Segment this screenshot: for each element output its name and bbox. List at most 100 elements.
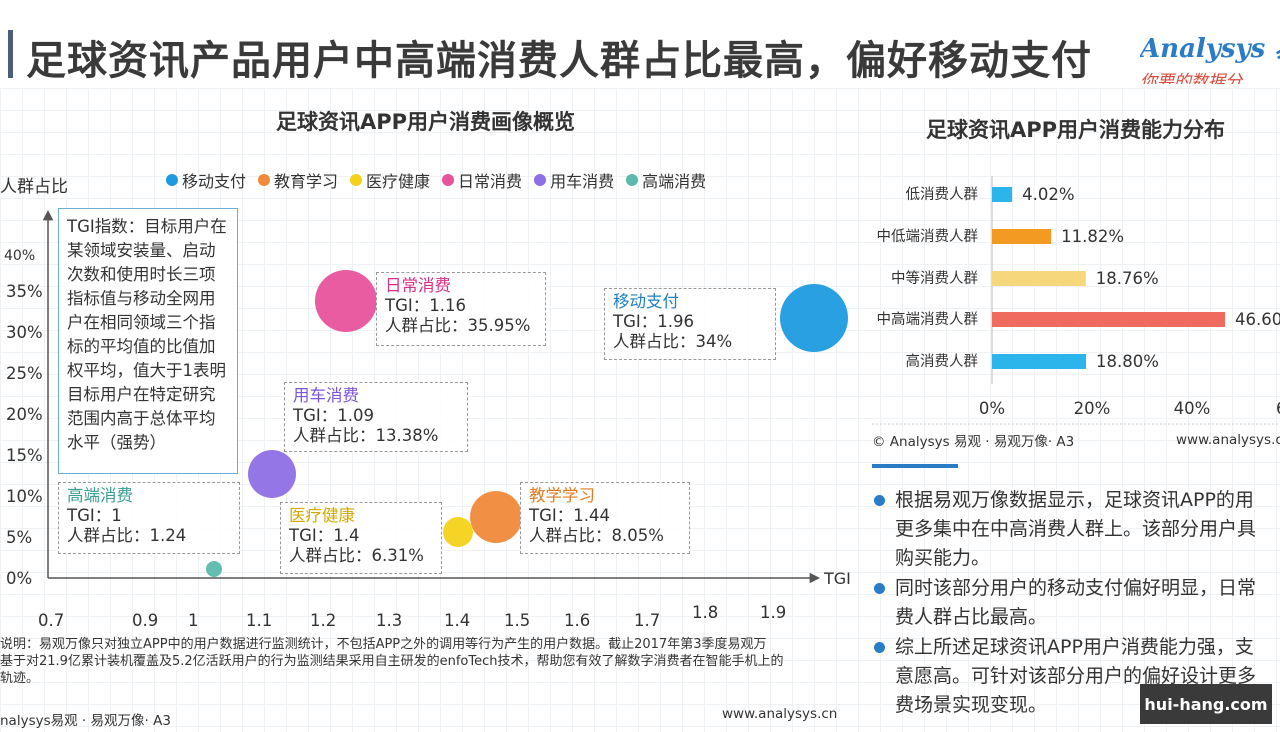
bar-category-label: 中等消费人群 (891, 269, 978, 287)
source-right: © Analysys 易观 · 易观万像· A3 (872, 434, 1075, 450)
footnote: 说明：易观万像只对独立APP中的用户数据进行监测统计，不包括APP之外的调用等行… (0, 636, 860, 687)
title-accent-bar (8, 30, 13, 78)
bullet-dot (874, 495, 885, 506)
section-divider (872, 464, 958, 468)
annotation-daily: 日常消费 TGI：1.16 人群占比：35.95% (376, 272, 546, 346)
bar-1 (992, 229, 1052, 244)
legend-item-education: 教育学习 (258, 168, 338, 192)
x-tick-label: 1.1 (246, 611, 272, 630)
bubble-5 (206, 561, 222, 577)
y-axis-label: 人群占比 (0, 177, 68, 197)
y-tick-label: 35% (6, 282, 43, 301)
annotation-title: 高端消费 (67, 486, 133, 505)
annotation-title: 移动支付 (613, 292, 679, 311)
bullet-text: 根据易观万像数据显示，足球资讯APP的用 更多集中在中高消费人群上。该部分用户具… (895, 489, 1257, 569)
bullet-item: 根据易观万像数据显示，足球资讯APP的用 更多集中在中高消费人群上。该部分用户具… (872, 486, 1280, 573)
annotation-tgi: TGI：1.44 (529, 506, 610, 525)
bullet-text: 同时该部分用户的移动支付偏好明显，日常 费人群占比最高。 (895, 577, 1257, 628)
annotation-high-end: 高端消费 TGI：1 人群占比：1.24 (58, 482, 240, 554)
annotation-share: 人群占比：13.38% (293, 426, 439, 445)
legend-label: 医疗健康 (366, 172, 431, 191)
x-tick-label: 1 (188, 611, 199, 630)
legend-dot-education (258, 174, 271, 186)
bar-chart-title: 足球资讯APP用户消费能力分布 (926, 118, 1226, 142)
bar-value-label: 11.82% (1061, 227, 1124, 246)
y-tick-label: 40% (4, 248, 35, 264)
legend-dot-daily (442, 174, 455, 186)
url-left: www.analysys.cn (722, 706, 838, 722)
insight-bullets: 根据易观万像数据显示，足球资讯APP的用 更多集中在中高消费人群上。该部分用户具… (872, 486, 1280, 721)
legend-item-medical: 医疗健康 (350, 168, 430, 192)
annotation-car: 用车消费 TGI：1.09 人群占比：13.38% (284, 382, 468, 452)
bubble-0 (780, 284, 848, 352)
logo-slogan: 你要的数据分 (1140, 72, 1242, 84)
bullet-item: 同时该部分用户的移动支付偏好明显，日常 费人群占比最高。 (872, 574, 1280, 632)
bullet-dot (874, 642, 885, 653)
annotation-tgi: TGI：1.96 (613, 312, 694, 331)
annotation-title: 用车消费 (293, 386, 359, 405)
bar-x-tick-label: 6 (1276, 399, 1280, 418)
legend-item-car: 用车消费 (534, 168, 614, 192)
bar-2 (992, 271, 1086, 286)
annotation-tgi: TGI：1 (67, 506, 122, 525)
bubble-2 (443, 517, 473, 547)
legend-dot-high-end (626, 174, 639, 186)
legend-label: 移动支付 (182, 172, 247, 191)
bubble-1 (470, 491, 522, 543)
x-tick-label: 1.5 (504, 611, 530, 630)
bubble-4 (248, 450, 296, 498)
y-tick-label: 25% (6, 364, 43, 383)
bar-category-label: 低消费人群 (906, 186, 979, 203)
source-left: nalysys易观 · 易观万像· A3 (0, 713, 171, 729)
legend-label: 用车消费 (550, 172, 615, 191)
y-tick-label: 10% (6, 487, 43, 506)
y-tick-label: 0% (6, 569, 32, 588)
annotation-share: 人群占比：35.95% (385, 316, 531, 335)
bar-category-label: 中低端消费人群 (877, 228, 979, 245)
x-tick-label: 0.9 (132, 611, 158, 630)
x-tick-label: 1.8 (692, 603, 718, 622)
annotation-share: 人群占比：1.24 (67, 526, 187, 545)
legend-item-mobile-pay: 移动支付 (166, 168, 246, 192)
bullet-item: 综上所述足球资讯APP用户消费能力强，支 意愿高。可针对该部分用户的偏好设计更多… (872, 633, 1280, 720)
bubble-3 (315, 270, 377, 332)
legend-item-daily: 日常消费 (442, 168, 522, 192)
x-axis-label: TGI (823, 569, 851, 588)
annotation-tgi: TGI：1.16 (385, 296, 466, 315)
bar-4 (992, 354, 1086, 369)
bubble-legend: 移动支付 教育学习 医疗健康 日常消费 用车消费 高端消费 (166, 168, 706, 192)
bar-x-tick-label: 20% (1074, 399, 1111, 418)
annotation-share: 人群占比：34% (613, 332, 733, 351)
annotation-medical: 医疗健康 TGI：1.4 人群占比：6.31% (280, 502, 442, 574)
site-watermark: hui-hang.com (1140, 684, 1272, 724)
legend-dot-mobile-pay (166, 174, 178, 186)
bar-category-label: 中高端消费人群 (877, 311, 979, 328)
annotation-title: 日常消费 (385, 276, 451, 295)
bar-0 (992, 187, 1013, 202)
footnote-line: 说明：易观万像只对独立APP中的用户数据进行监测统计，不包括APP之外的调用等行… (0, 637, 767, 652)
bullet-dot (874, 583, 885, 594)
y-tick-label: 5% (6, 528, 32, 547)
footnote-line: 轨迹。 (0, 671, 40, 686)
x-tick-label: 1.2 (310, 611, 336, 630)
annotation-title: 医疗健康 (289, 506, 355, 525)
bar-3 (992, 312, 1225, 327)
bubble-chart-title: 足球资讯APP用户消费画像概览 (276, 110, 576, 134)
bar-value-label: 18.80% (1096, 352, 1159, 371)
annotation-share: 人群占比：6.31% (289, 546, 424, 565)
x-tick-label: 0.7 (38, 611, 64, 630)
y-tick-label: 30% (6, 323, 43, 342)
legend-label: 日常消费 (458, 172, 523, 191)
annotation-share: 人群占比：8.05% (529, 526, 664, 545)
bar-x-tick-label: 0% (979, 399, 1005, 418)
legend-dot-medical (350, 174, 363, 186)
annotation-tgi: TGI：1.4 (289, 526, 360, 545)
bar-x-tick-label: 40% (1174, 399, 1211, 418)
bar-category-label: 高消费人群 (906, 353, 979, 370)
legend-label: 高端消费 (642, 172, 707, 191)
analysys-logo: Analysys 易 你要的数据分 (1140, 28, 1280, 84)
bar-value-label: 18.76% (1096, 269, 1159, 288)
logo-text: Analysys 易 (1140, 34, 1280, 64)
annotation-tgi: TGI：1.09 (293, 406, 374, 425)
